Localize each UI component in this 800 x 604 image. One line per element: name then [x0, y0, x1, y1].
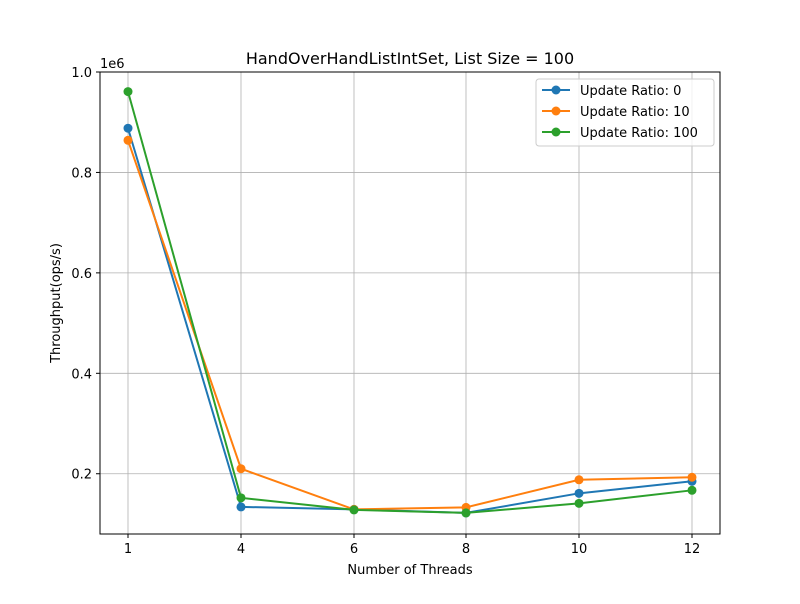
x-tick-label: 6	[350, 542, 358, 557]
series-line	[127, 91, 693, 514]
x-tick-label: 1	[124, 542, 132, 557]
legend-label: Update Ratio: 10	[580, 105, 690, 120]
series-point	[687, 485, 697, 495]
series-point	[236, 502, 246, 512]
series-point	[461, 508, 471, 518]
x-tick-label: 8	[462, 542, 470, 557]
legend-label: Update Ratio: 100	[580, 126, 698, 141]
series-point	[574, 488, 584, 498]
series-point	[123, 123, 133, 133]
tick-layer: 1 4 6 8 10 12 0.2 0.4 0.6 0.8 1.0	[71, 66, 700, 557]
legend-marker	[551, 106, 561, 116]
x-axis-label: Number of Threads	[347, 563, 472, 578]
legend: Update Ratio: 0 Update Ratio: 10 Update Ra…	[535, 78, 715, 147]
series-point	[574, 498, 584, 508]
legend-marker	[551, 127, 561, 137]
y-tick-label: 1.0	[71, 66, 92, 81]
x-tick-label: 4	[237, 542, 245, 557]
series-point	[123, 87, 133, 97]
x-tick-label: 10	[571, 542, 588, 557]
series-layer	[123, 87, 697, 518]
series-line	[127, 127, 693, 514]
y-tick-label: 0.8	[71, 166, 92, 181]
series-point	[123, 135, 133, 145]
x-tick-label: 12	[684, 542, 701, 557]
series-line	[127, 139, 693, 511]
y-axis-label: Throughput(ops/s)	[49, 243, 64, 364]
chart-title: HandOverHandListIntSet, List Size = 100	[246, 49, 574, 68]
y-axis-multiplier: 1e6	[100, 57, 125, 72]
legend-label: Update Ratio: 0	[580, 84, 681, 99]
series-point	[687, 472, 697, 482]
y-tick-label: 0.4	[71, 367, 92, 382]
series-point	[236, 464, 246, 474]
y-tick-label: 0.2	[71, 468, 92, 483]
series-point	[236, 493, 246, 503]
legend-frame	[535, 78, 715, 147]
legend-marker	[551, 85, 561, 95]
series-point	[349, 505, 359, 515]
plot-frame	[99, 71, 721, 535]
y-tick-label: 0.6	[71, 267, 92, 282]
series-point	[574, 475, 584, 485]
